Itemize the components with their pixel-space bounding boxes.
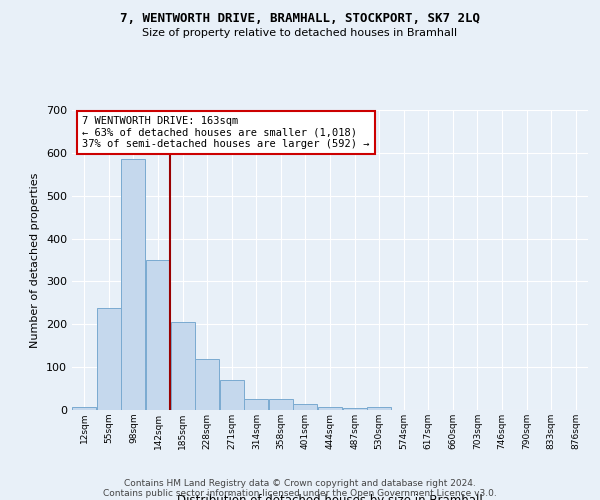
Text: 7, WENTWORTH DRIVE, BRAMHALL, STOCKPORT, SK7 2LQ: 7, WENTWORTH DRIVE, BRAMHALL, STOCKPORT,… <box>120 12 480 26</box>
Bar <box>293 404 317 410</box>
Bar <box>269 400 293 410</box>
Bar <box>367 406 391 410</box>
Text: 7 WENTWORTH DRIVE: 163sqm
← 63% of detached houses are smaller (1,018)
37% of se: 7 WENTWORTH DRIVE: 163sqm ← 63% of detac… <box>82 116 370 149</box>
Y-axis label: Number of detached properties: Number of detached properties <box>31 172 40 348</box>
Bar <box>72 407 97 410</box>
Bar <box>343 408 367 410</box>
Bar <box>97 308 121 410</box>
Bar <box>318 406 342 410</box>
Bar <box>244 400 268 410</box>
Text: Contains public sector information licensed under the Open Government Licence v3: Contains public sector information licen… <box>103 488 497 498</box>
Bar <box>146 260 170 410</box>
Bar <box>121 160 145 410</box>
X-axis label: Distribution of detached houses by size in Bramhall: Distribution of detached houses by size … <box>177 494 483 500</box>
Bar <box>170 322 194 410</box>
Text: Size of property relative to detached houses in Bramhall: Size of property relative to detached ho… <box>142 28 458 38</box>
Bar <box>220 380 244 410</box>
Bar <box>195 360 219 410</box>
Text: Contains HM Land Registry data © Crown copyright and database right 2024.: Contains HM Land Registry data © Crown c… <box>124 478 476 488</box>
